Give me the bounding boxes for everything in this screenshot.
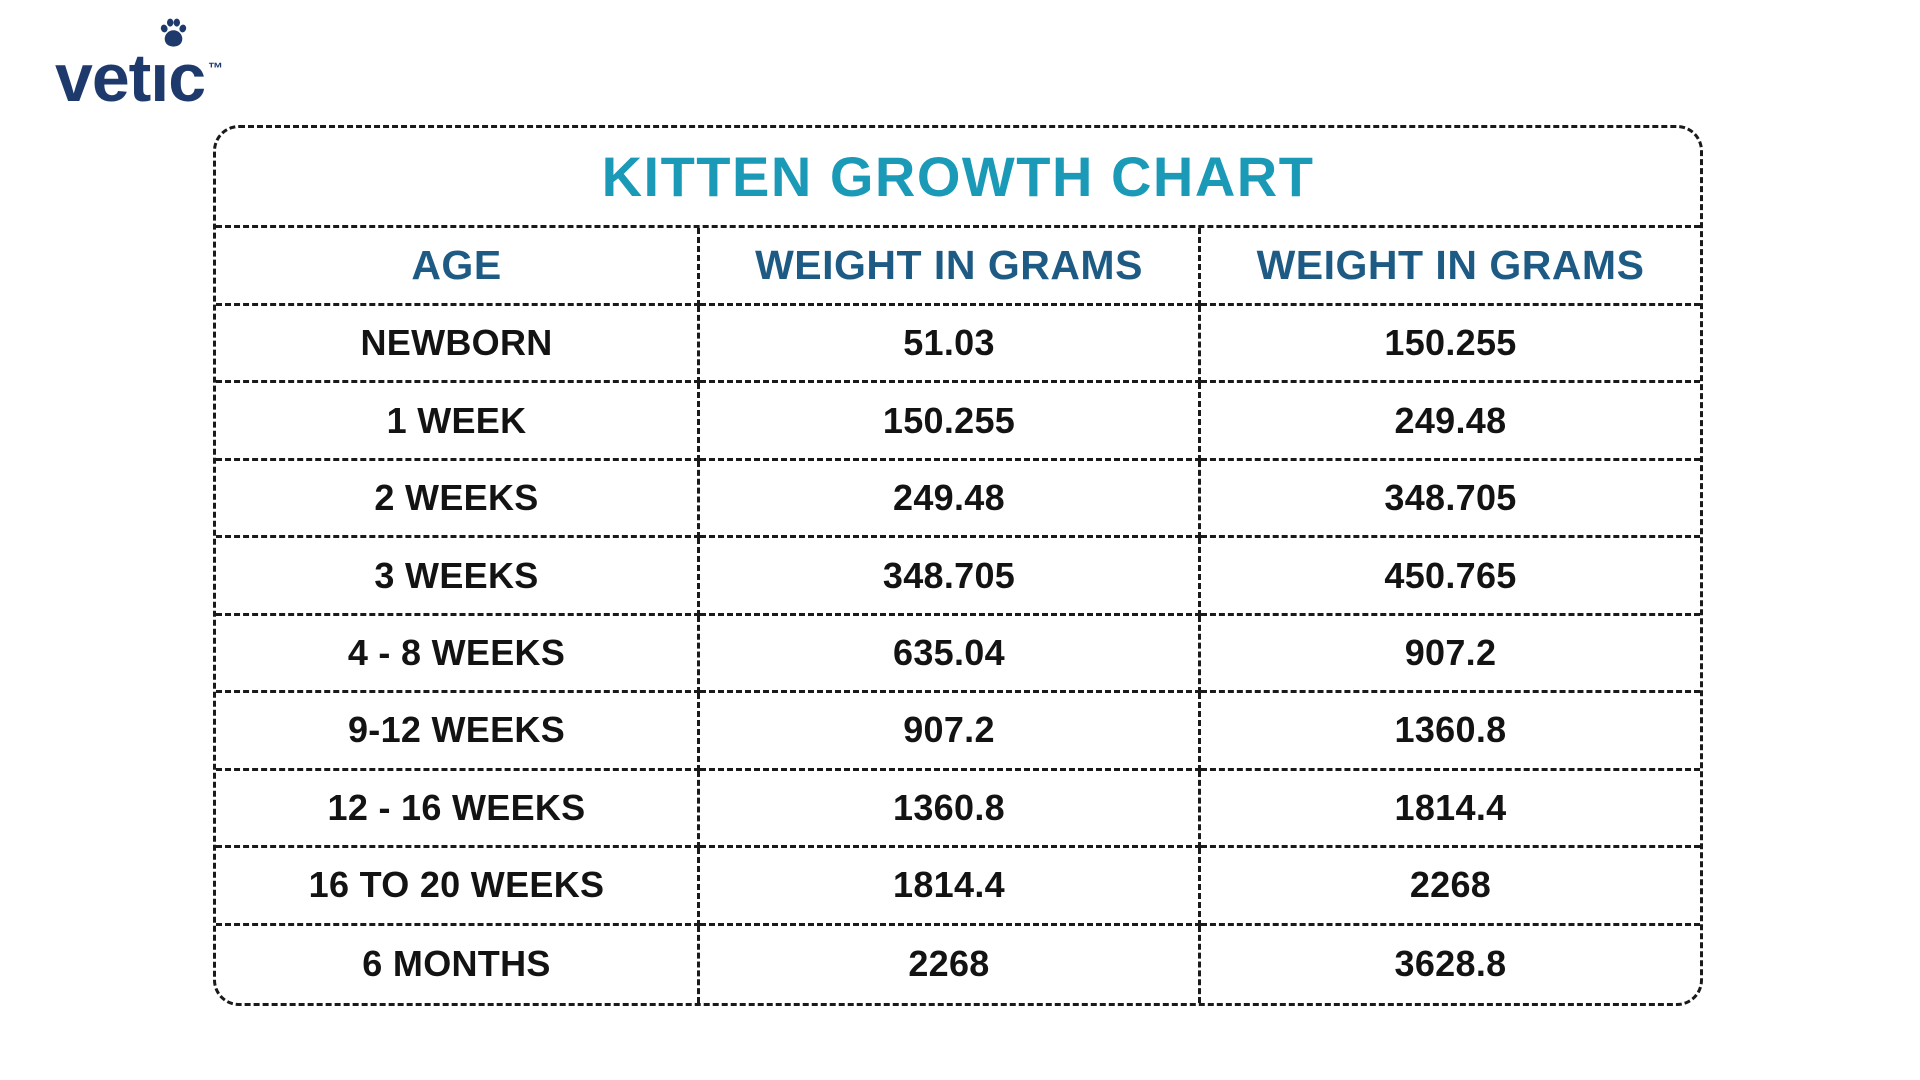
age-cell: 3 WEEKS [216,538,700,616]
age-cell: 12 - 16 WEEKS [216,770,700,849]
kitten-growth-chart-card: KITTEN GROWTH CHART AGE WEIGHT IN GRAMS … [213,125,1703,1006]
weight-max-cell: 3628.8 [1394,943,1507,985]
weight-max-cell: 1814.4 [1201,771,1700,849]
age-cell: 4 - 8 WEEKS [216,615,700,694]
age-cell: 16 TO 20 WEEKS [216,848,700,926]
column-header-age: AGE [216,228,700,306]
column-header-weight-max: WEIGHT IN GRAMS [1201,228,1700,306]
age-cell: 1 WEEK [216,383,700,461]
paw-icon [160,18,187,47]
weight-max-cell: 2268 [1201,848,1700,926]
weight-max-cell: 1360.8 [1201,693,1700,771]
weight-min-cell: 2268 [700,925,1201,1003]
vetic-logo-text: vetıc [55,18,206,112]
logo-text-pre: vet [55,40,151,116]
weight-min-cell: 1360.8 [700,770,1201,849]
weight-min-cell: 150.255 [700,383,1201,461]
weight-max-cell: 150.255 [1201,306,1700,384]
chart-title: KITTEN GROWTH CHART [601,145,1315,208]
logo-text-post: c [168,40,206,116]
weight-min-cell: 249.48 [700,460,1201,539]
growth-table: AGE WEIGHT IN GRAMS WEIGHT IN GRAMS NEWB… [216,228,1700,1003]
weight-min-cell: 51.03 [700,306,1201,384]
weight-max-cell: 450.765 [1201,538,1700,616]
age-cell: 9-12 WEEKS [216,693,700,771]
column-header-weight-min: WEIGHT IN GRAMS [700,228,1201,306]
weight-min-cell: 635.04 [700,615,1201,694]
chart-title-row: KITTEN GROWTH CHART [216,128,1700,228]
weight-max-cell: 249.48 [1201,383,1700,461]
age-cell: 6 MONTHS [216,925,700,1003]
weight-min-cell: 348.705 [700,538,1201,616]
weight-min-cell: 907.2 [700,693,1201,771]
logo-text-i: ı [150,40,169,116]
trademark-symbol: ™ [208,60,224,77]
age-cell: 2 WEEKS [216,460,700,539]
weight-max-cell: 348.705 [1201,461,1700,539]
age-cell: NEWBORN [216,306,700,384]
weight-min-cell: 1814.4 [700,848,1201,926]
vetic-logo: vetıc ™ [55,18,224,112]
weight-max-cell: 907.2 [1201,616,1700,694]
